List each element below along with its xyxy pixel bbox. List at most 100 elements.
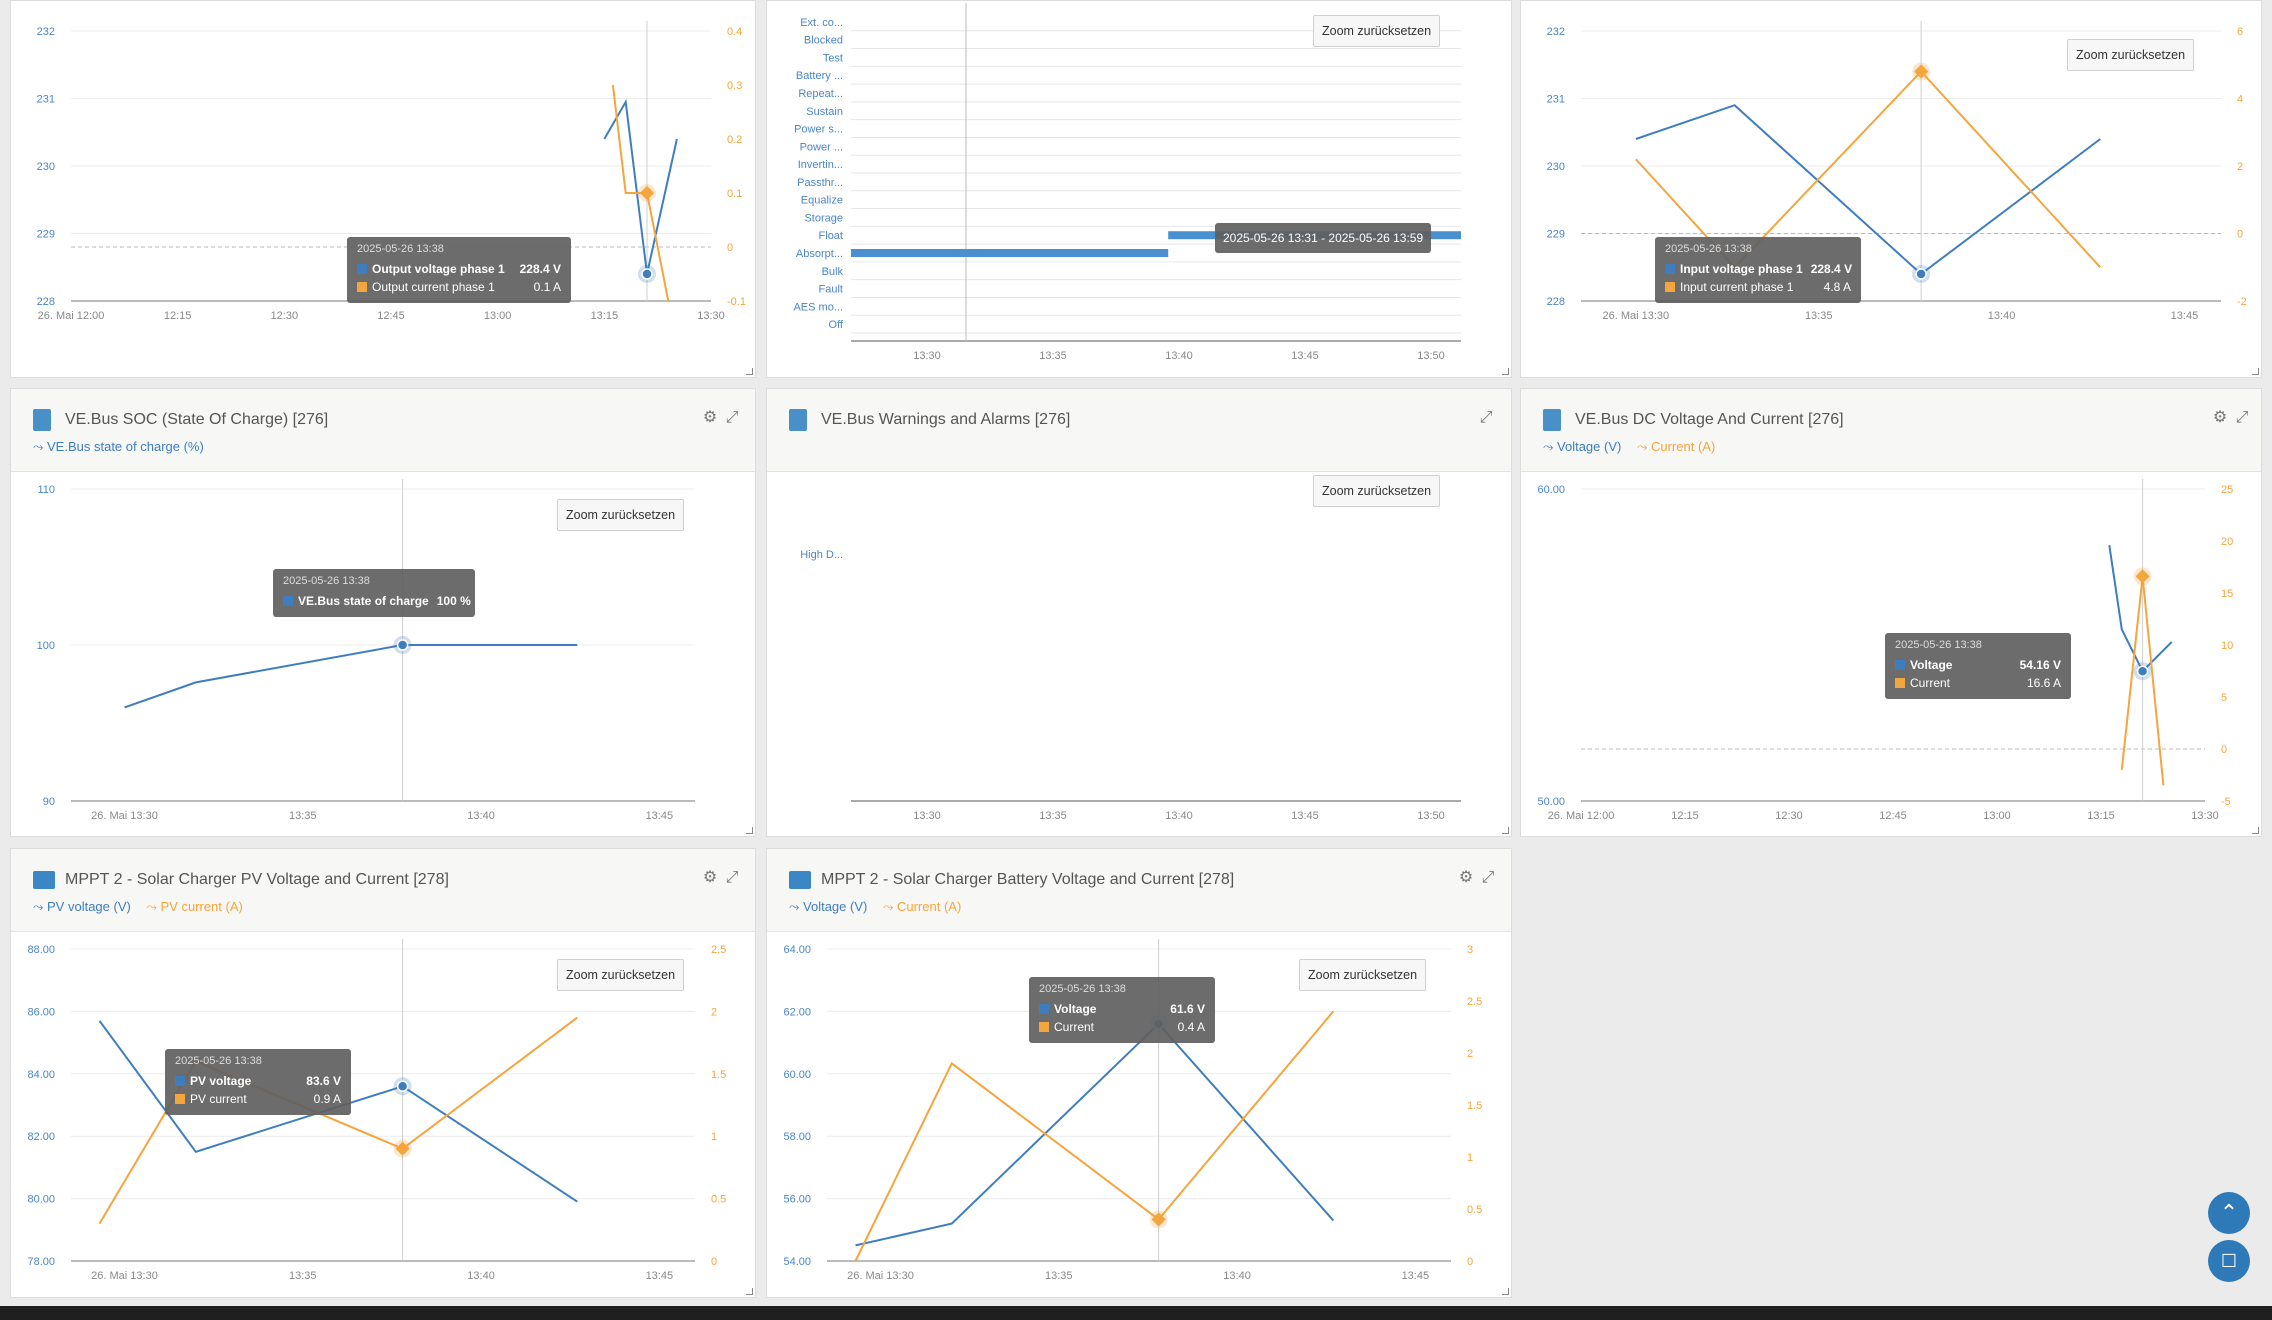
zoom-reset-button[interactable]: Zoom zurücksetzen xyxy=(1313,15,1441,47)
tooltip-series-name: Output voltage phase 1 xyxy=(372,262,505,276)
y-tick-label: 231 xyxy=(1547,94,1565,106)
resize-handle[interactable] xyxy=(746,827,753,834)
tooltip-series-value: 83.6 V xyxy=(306,1074,341,1088)
tooltip-date: 2025-05-26 13:38 xyxy=(283,575,370,587)
y2-tick-label: 2 xyxy=(1467,1048,1473,1060)
y2-tick-label: -0.1 xyxy=(727,296,746,308)
legend-item-voltage[interactable]: ⤳ Voltage (V) xyxy=(1543,439,1622,454)
category-label: Absorpt... xyxy=(796,248,843,260)
series-swatch xyxy=(1665,264,1675,274)
resize-handle[interactable] xyxy=(1502,1288,1509,1295)
expand-icon[interactable]: ⤢ xyxy=(1479,409,1493,426)
series-line xyxy=(1635,70,2102,269)
gear-icon[interactable]: ⚙ xyxy=(702,869,718,886)
series-swatch xyxy=(175,1076,185,1086)
resize-handle[interactable] xyxy=(2252,827,2259,834)
y2-tick-label: -5 xyxy=(2221,796,2231,808)
legend-item-voltage[interactable]: ⤳ Voltage (V) xyxy=(789,899,868,914)
expand-icon[interactable]: ⤢ xyxy=(725,409,739,426)
resize-handle[interactable] xyxy=(1502,368,1509,375)
y2-tick-label: 3 xyxy=(1467,944,1473,956)
y2-tick-label: 2 xyxy=(2237,161,2243,173)
x-tick-label: 13:40 xyxy=(467,1270,495,1282)
chart-pv: 88.00 86.00 84.00 82.00 80.00 78.00 2.5 2 1.5 1 0.… xyxy=(27,939,726,1282)
resize-handle[interactable] xyxy=(746,368,753,375)
gear-icon[interactable]: ⚙ xyxy=(1458,869,1474,886)
y2-tick-label: 0.1 xyxy=(727,188,742,200)
y2-tick-label: 5 xyxy=(2221,692,2227,704)
y2-tick-label: 2 xyxy=(711,1006,717,1018)
legend-label: Current (A) xyxy=(1650,439,1716,454)
category-label: Passthr... xyxy=(797,177,843,189)
y-tick-label: 60.00 xyxy=(783,1069,811,1081)
legend-item-current[interactable]: ⤳ Current (A) xyxy=(882,899,962,914)
category-label: Storage xyxy=(804,212,843,224)
x-tick-label: 13:30 xyxy=(913,810,941,822)
panel-title: MPPT 2 - Solar Charger PV Voltage and Cu… xyxy=(65,871,449,888)
legend-item-current[interactable]: ⤳ Current (A) xyxy=(1636,439,1716,454)
x-tick-label: 13:15 xyxy=(591,310,619,322)
category-label: Sustain xyxy=(806,106,843,118)
category-label: Fault xyxy=(819,284,843,296)
gear-icon[interactable]: ⚙ xyxy=(702,409,718,426)
y2-tick-label: 0 xyxy=(2221,744,2227,756)
panel-header: MPPT 2 - Solar Charger Battery Voltage a… xyxy=(767,849,1511,932)
x-tick-label: 13:35 xyxy=(1039,810,1067,822)
tooltip-soc: 2025-05-26 13:38 VE.Bus state of charge 10… xyxy=(273,569,475,617)
zoom-reset-button[interactable]: Zoom zurücksetzen xyxy=(2067,39,2195,71)
series-line xyxy=(854,1010,1335,1262)
hover-marker xyxy=(396,639,409,651)
zoom-reset-button[interactable]: Zoom zurücksetzen xyxy=(557,959,685,991)
feedback-button[interactable]: ☐ xyxy=(2208,1240,2250,1282)
tooltip-series-value: 100 % xyxy=(436,594,471,608)
chart-legend: ⤳ Voltage (V) ⤳ Current (A) xyxy=(789,899,973,915)
tooltip-series-value: 228.4 V xyxy=(1810,262,1853,276)
hover-marker xyxy=(639,185,655,201)
y-tick-label: 90 xyxy=(43,796,55,808)
tooltip-row: PV voltage 83.6 V xyxy=(175,1072,341,1090)
tooltip-row: PV current 0.9 A xyxy=(175,1090,341,1108)
x-tick-label: 13:45 xyxy=(646,810,674,822)
tooltip-series-value: 4.8 A xyxy=(1823,280,1851,294)
zoom-reset-button[interactable]: Zoom zurücksetzen xyxy=(557,499,685,531)
y-tick-label: 229 xyxy=(1547,229,1565,241)
resize-handle[interactable] xyxy=(1502,827,1509,834)
tooltip-row: Current 16.6 A xyxy=(1895,674,2061,692)
panel-header: VE.Bus SOC (State Of Charge) [276] ⤳ VE.… xyxy=(11,389,755,472)
expand-icon[interactable]: ⤢ xyxy=(1481,869,1495,886)
taskbar xyxy=(0,1306,2272,1320)
chart-output: 232 231 230 229 228 0.4 0.3 0.2 0.1 0 -0.1 26. Mai … xyxy=(37,21,746,322)
expand-icon[interactable]: ⤢ xyxy=(725,869,739,886)
gear-icon[interactable]: ⚙ xyxy=(2212,409,2228,426)
y2-tick-label: 1 xyxy=(711,1131,717,1143)
zoom-reset-button[interactable]: Zoom zurücksetzen xyxy=(1299,959,1427,991)
panel-warnings: VE.Bus Warnings and Alarms [276] ⤢ High … xyxy=(766,388,1512,837)
resize-handle[interactable] xyxy=(2252,368,2259,375)
y2-tick-label: 4 xyxy=(2237,94,2243,106)
y2-tick-label: 25 xyxy=(2221,484,2233,496)
y2-tick-label: 0.5 xyxy=(1467,1204,1482,1216)
x-tick-label: 13:45 xyxy=(1291,350,1319,362)
zoom-reset-button[interactable]: Zoom zurücksetzen xyxy=(1313,475,1441,507)
x-tick-label: 13:30 xyxy=(2191,810,2219,822)
tooltip-series-value: 0.9 A xyxy=(313,1092,341,1106)
panel-input: 232 231 230 229 228 6 4 2 0 -2 26. Mai 13:30 13:35 1… xyxy=(1520,0,2262,378)
y2-tick-label: 15 xyxy=(2221,588,2233,600)
legend-item-pv-voltage[interactable]: ⤳ PV voltage (V) xyxy=(33,899,131,914)
tooltip-series-name: Current xyxy=(1910,676,1951,690)
series-swatch xyxy=(1039,1004,1049,1014)
resize-handle[interactable] xyxy=(746,1288,753,1295)
x-tick-label: 12:30 xyxy=(271,310,299,322)
legend-item-pv-current[interactable]: ⤳ PV current (A) xyxy=(146,899,243,914)
expand-icon[interactable]: ⤢ xyxy=(2235,409,2249,426)
y2-tick-label: 1 xyxy=(1467,1152,1473,1164)
x-tick-label: 13:40 xyxy=(1988,310,2016,322)
y-tick-label: 50.00 xyxy=(1537,796,1565,808)
legend-item-soc[interactable]: ⤳ VE.Bus state of charge (%) xyxy=(33,439,204,454)
tooltip-date: 2025-05-26 13:38 xyxy=(357,243,444,255)
x-tick-label: 13:40 xyxy=(1165,350,1193,362)
x-tick-label: 12:45 xyxy=(377,310,405,322)
tooltip-row: Input voltage phase 1 228.4 V xyxy=(1665,260,1853,278)
scroll-top-button[interactable]: ⌃ xyxy=(2208,1192,2250,1234)
